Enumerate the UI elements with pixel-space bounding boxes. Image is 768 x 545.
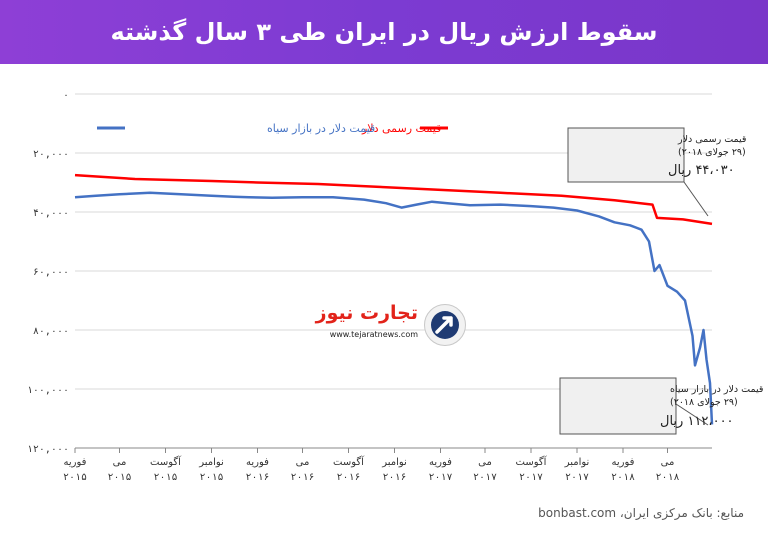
x-tick-month: می [113, 457, 127, 468]
annotation-leader [683, 181, 709, 217]
x-tick-month: می [478, 457, 492, 468]
x-tick-year: ۲۰۱۵ [199, 472, 223, 483]
annotation-black-market: قیمت دلار در بازار سیاه (۲۹ جولای ۲۰۱۸) … [559, 377, 763, 435]
x-tick-year: ۲۰۱۵ [107, 472, 131, 483]
x-tick-month: فوریه [429, 457, 452, 468]
logo-name: تجارت نیوز [308, 302, 418, 324]
annotation-box [559, 377, 677, 435]
x-tick-year: ۲۰۱۷ [428, 472, 452, 483]
annotation-box [567, 127, 685, 183]
y-tick-label: ۲۰,۰۰۰ [33, 149, 69, 160]
annotation-line1: قیمت رسمی دلار [677, 134, 746, 145]
y-tick-label: ۰ [63, 90, 69, 101]
x-tick-month: می [296, 457, 310, 468]
x-tick-month: آگوست [150, 455, 182, 468]
x-tick-month: نوامبر [198, 457, 224, 468]
series-line-official [74, 173, 713, 226]
annotation-value: ۴۴،۰۳۰ ریال [668, 163, 735, 178]
y-tick-label: ۸۰,۰۰۰ [33, 326, 69, 337]
x-tick-year: ۲۰۱۶ [336, 472, 360, 483]
source-note: منابع: بانک مرکزی ایران، bonbast.com [538, 506, 744, 520]
series-lines [74, 173, 714, 425]
x-tick-month: نوامبر [564, 457, 590, 468]
annotation-line2: (۲۹ جولای ۲۰۱۸) [670, 397, 738, 408]
y-tick-label: ۱۲۰,۰۰۰ [27, 444, 69, 455]
y-tick-label: ۴۰,۰۰۰ [33, 208, 69, 219]
y-axis-ticks: ۰ ۲۰,۰۰۰ ۴۰,۰۰۰ ۶۰,۰۰۰ ۸۰,۰۰۰ ۱۰۰,۰۰۰ ۱۲۰,۰۰۰ [27, 90, 69, 455]
annotation-line1: قیمت دلار در بازار سیاه [670, 384, 763, 395]
logo-name-text: تجارت نیوز [315, 302, 418, 324]
x-tick-year: ۲۰۱۸ [611, 472, 635, 483]
annotation-official: قیمت رسمی دلار (۲۹ جولای ۲۰۱۸) ۴۴،۰۳۰ ری… [567, 127, 746, 217]
series-line-black-market [74, 191, 714, 425]
x-tick-month: فوریه [612, 457, 635, 468]
x-tick-year: ۲۰۱۸ [655, 472, 679, 483]
x-tick-month: می [661, 457, 675, 468]
annotation-leader [675, 403, 709, 426]
tejaratnews-logo: تجارت نیوز www.tejaratnews.com [308, 302, 468, 350]
line-chart: ۰۲۰,۰۰۰۴۰,۰۰۰۶۰,۰۰۰۸۰,۰۰۰۱۰۰,۰۰۰۱۲۰,۰۰۰ … [27, 90, 764, 483]
x-tick-year: ۲۰۱۶ [290, 472, 314, 483]
x-tick-month: آگوست [333, 455, 365, 468]
y-tick-label: ۱۰۰,۰۰۰ [27, 385, 69, 396]
x-tick-year: ۲۰۱۷ [565, 472, 589, 483]
x-tick-year: ۲۰۱۷ [519, 472, 543, 483]
logo-url: www.tejaratnews.com [329, 330, 418, 339]
logo-mark-icon [424, 304, 466, 346]
annotation-value: ۱۱۲،۰۰۰ ریال [660, 414, 734, 429]
x-tick-year: ۲۰۱۶ [382, 472, 406, 483]
x-axis: فوریه ۲۰۱۵ می ۲۰۱۵ آگوست ۲۰۱۵ نوامبر ۲۰۱۵ فوریه ۲… [63, 447, 712, 483]
page-title: سقوط ارزش ریال در ایران طی ۳ سال گذشته [110, 18, 658, 46]
x-tick-year: ۲۰۱۵ [153, 472, 177, 483]
x-tick-month: نوامبر [381, 457, 407, 468]
x-tick-month: آگوست [516, 455, 548, 468]
x-tick-month: فوریه [64, 457, 87, 468]
legend-label-official: قیمت رسمی دلار [361, 122, 441, 135]
x-tick-year: ۲۰۱۶ [245, 472, 269, 483]
y-tick-label: ۶۰,۰۰۰ [33, 267, 69, 278]
x-tick-year: ۲۰۱۷ [473, 472, 497, 483]
header-bar: سقوط ارزش ریال در ایران طی ۳ سال گذشته [0, 0, 768, 64]
legend-label-black-market: قیمت دلار در بازار سیاه [267, 122, 375, 135]
x-tick-month: فوریه [246, 457, 269, 468]
x-tick-year: ۲۰۱۵ [63, 472, 87, 483]
annotation-line2: (۲۹ جولای ۲۰۱۸) [678, 147, 746, 158]
legend: قیمت رسمی دلار قیمت دلار در بازار سیاه [97, 122, 448, 135]
